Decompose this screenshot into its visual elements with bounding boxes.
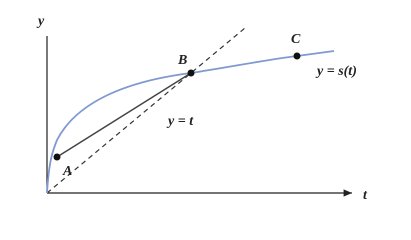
point-a-label: A <box>62 164 72 179</box>
diagram: y t A B C y = t y = s(t) <box>36 14 368 203</box>
point-a <box>53 153 61 161</box>
point-c <box>293 52 301 60</box>
curve-label: y = s(t) <box>315 64 357 79</box>
point-b-label: B <box>177 53 187 68</box>
line-y-equals-t <box>46 27 246 194</box>
curve-s <box>46 50 335 194</box>
y-axis-label: y <box>36 14 45 29</box>
secant-ab <box>56 72 192 158</box>
x-axis-label: t <box>363 188 368 203</box>
diagonal-label: y = t <box>166 114 194 129</box>
point-b <box>187 69 195 77</box>
point-c-label: C <box>291 32 301 47</box>
